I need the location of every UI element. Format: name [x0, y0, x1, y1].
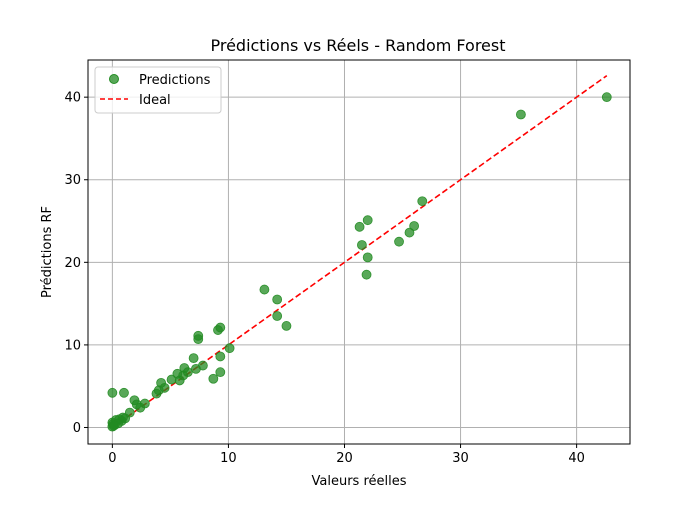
legend-box	[94, 66, 222, 114]
data-point	[188, 353, 199, 364]
legend-ideal-label: Ideal	[139, 93, 171, 108]
y-tick-label: 10	[64, 338, 81, 353]
data-point	[215, 351, 226, 362]
x-tick-label: 0	[108, 451, 116, 466]
x-tick-label: 40	[568, 451, 585, 466]
data-point	[224, 343, 235, 354]
data-point	[193, 330, 204, 341]
legend: Predictions Ideal	[94, 66, 222, 114]
data-point	[394, 236, 404, 247]
data-point	[107, 387, 118, 398]
data-point	[215, 322, 226, 333]
data-point	[409, 221, 420, 231]
data-point	[601, 92, 612, 103]
data-point	[272, 311, 283, 321]
data-point	[516, 109, 526, 120]
data-point	[362, 252, 373, 263]
data-point	[404, 227, 415, 238]
x-tick-label: 30	[452, 451, 469, 466]
data-point	[357, 240, 367, 250]
x-tick-label: 10	[220, 451, 237, 466]
data-point	[197, 360, 208, 371]
data-point	[354, 221, 365, 232]
x-axis-label: Valeurs réelles	[312, 474, 407, 489]
y-tick-label: 30	[64, 173, 81, 188]
data-point	[208, 373, 219, 384]
x-tick-label: 20	[336, 451, 353, 466]
data-point	[182, 367, 193, 378]
chart-title: Prédictions vs Réels - Random Forest	[210, 36, 505, 55]
data-point	[417, 196, 428, 207]
y-axis-ticks: 0 10 20 30 40	[64, 91, 88, 436]
data-point	[159, 382, 170, 393]
plot-frame	[87, 59, 631, 445]
y-tick-label: 40	[64, 91, 81, 106]
grid-lines	[88, 60, 630, 444]
y-axis-label: Prédictions RF	[40, 206, 55, 298]
data-point	[215, 367, 226, 378]
y-tick-label: 0	[73, 421, 81, 436]
legend-predictions-label: Predictions	[139, 73, 211, 88]
data-point	[272, 294, 283, 305]
data-point	[139, 398, 150, 409]
legend-predictions-marker	[109, 74, 119, 84]
data-points-layer	[107, 92, 612, 432]
y-tick-label: 20	[64, 256, 81, 271]
data-point	[281, 321, 292, 331]
data-point	[361, 269, 372, 280]
data-point	[124, 407, 135, 418]
data-point	[362, 215, 373, 226]
data-point	[119, 387, 129, 398]
data-point	[259, 284, 270, 295]
x-axis-ticks: 0 10 20 30 40	[108, 444, 585, 466]
